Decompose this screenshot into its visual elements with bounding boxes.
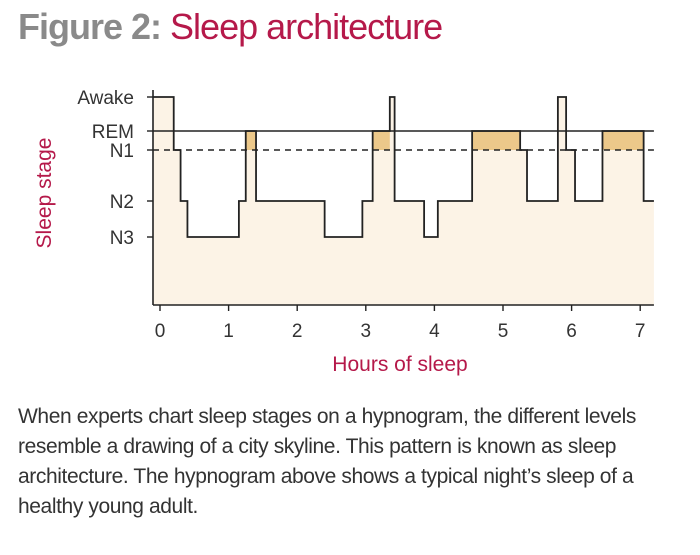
y-axis-title: Sleep stage [33,138,56,249]
figure-title: Figure 2: Sleep architecture [18,6,443,48]
rem-period [372,131,390,150]
x-tick-label: 1 [223,321,234,342]
y-tick-label-rem: REM [92,122,134,143]
x-tick-label: 5 [498,321,509,342]
figure-number: Figure 2: [18,6,162,47]
x-axis-title: Hours of sleep [332,353,467,376]
rem-period [245,131,257,150]
figure-caption: When experts chart sleep stages on a hyp… [18,405,636,518]
y-tick-label-n2: N2 [110,192,134,213]
y-tick-label-n1: N1 [110,141,134,162]
rem-period [472,131,521,150]
rem-period [602,131,644,150]
y-tick-label-awake: Awake [77,88,134,109]
x-tick-label: 7 [635,321,646,342]
x-tick-label: 0 [155,321,166,342]
x-tick-label: 3 [361,321,372,342]
x-tick-label: 4 [429,321,440,342]
y-tick-label-n3: N3 [110,228,134,249]
figure-name: Sleep architecture [170,6,443,47]
x-tick-label: 6 [566,321,577,342]
hypnogram-line [153,96,654,238]
x-tick-label: 2 [292,321,303,342]
